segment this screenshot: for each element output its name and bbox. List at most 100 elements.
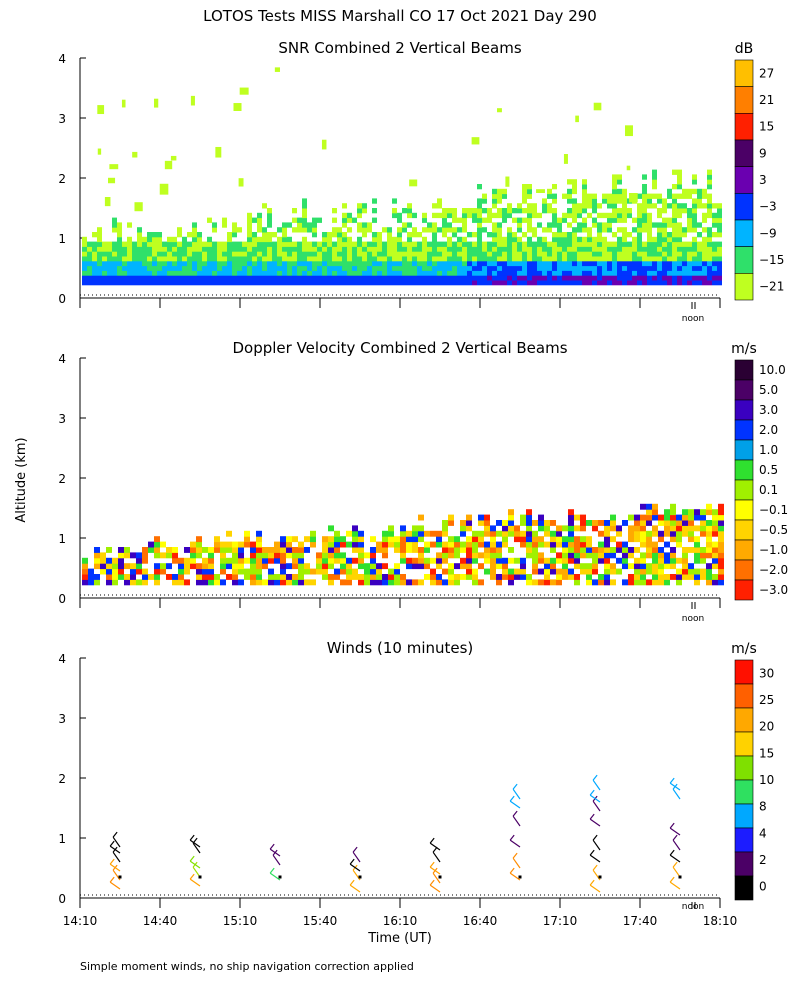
snr-cell [547, 270, 552, 276]
wind-barb [589, 818, 601, 827]
snr-cell [97, 246, 102, 252]
snr-cell [582, 222, 587, 228]
wind-barb [112, 836, 121, 848]
snr-cell [687, 251, 692, 257]
doppler-cell [646, 547, 652, 553]
snr-cell [117, 270, 122, 276]
snr-cell [217, 275, 222, 281]
snr-cell [117, 251, 122, 257]
snr-cell [267, 280, 272, 286]
snr-cell [402, 265, 407, 271]
snr-cell [462, 270, 467, 276]
snr-cell [702, 246, 707, 252]
snr-cell [132, 241, 137, 247]
doppler-cell [568, 568, 574, 575]
snr-cell [287, 241, 292, 247]
doppler-cell [352, 536, 358, 543]
snr-cell [562, 212, 567, 219]
snr-cell [677, 227, 682, 233]
snr-cell [412, 275, 417, 281]
wind-barb-calm-marker [678, 875, 682, 879]
doppler-cell [154, 541, 160, 548]
snr-speckle [629, 193, 638, 203]
doppler-cell [244, 530, 250, 537]
doppler-cell [562, 552, 568, 559]
snr-cell [442, 265, 447, 271]
snr-colorbar-label: 15 [759, 120, 774, 134]
snr-cell [117, 280, 122, 286]
doppler-cell [430, 557, 436, 564]
snr-cell [137, 256, 142, 262]
snr-cell [572, 232, 577, 238]
snr-cell [667, 251, 672, 257]
doppler-cell [568, 552, 574, 559]
doppler-cell [508, 530, 514, 537]
snr-cell [302, 198, 307, 204]
snr-cell [282, 270, 287, 276]
doppler-cell [616, 568, 622, 575]
snr-cell [617, 208, 622, 214]
doppler-cell [262, 579, 268, 586]
doppler-cell [658, 552, 664, 559]
snr-cell [317, 270, 322, 276]
snr-cell [717, 227, 722, 233]
footnote: Simple moment winds, no ship navigation … [80, 960, 414, 973]
doppler-cell [526, 574, 532, 580]
doppler-cell [130, 563, 136, 570]
doppler-cell [154, 574, 160, 580]
snr-cell [642, 222, 647, 228]
snr-cell [192, 265, 197, 271]
doppler-cell [508, 514, 514, 521]
snr-cell [342, 232, 347, 238]
doppler-cell [136, 557, 142, 564]
doppler-cell [532, 563, 538, 570]
snr-cell [662, 222, 667, 228]
snr-cell [267, 265, 272, 271]
snr-cell [407, 212, 412, 219]
snr-cell [537, 222, 542, 228]
doppler-cell [652, 541, 658, 548]
snr-cell [617, 275, 622, 281]
doppler-cell [208, 568, 214, 575]
snr-cell [357, 208, 362, 214]
wind-barb-flag [669, 777, 675, 784]
doppler-cell [190, 557, 196, 564]
doppler-cell [634, 525, 640, 532]
snr-cell [182, 246, 187, 252]
doppler-cell [718, 541, 724, 548]
snr-cell [322, 246, 327, 252]
snr-speckle [154, 98, 159, 108]
snr-speckle [164, 160, 173, 170]
doppler-cell [256, 552, 262, 559]
snr-cell [372, 251, 377, 257]
doppler-cell [568, 509, 574, 516]
snr-cell [487, 251, 492, 257]
doppler-panel-title: Doppler Velocity Combined 2 Vertical Bea… [232, 339, 567, 357]
doppler-y-tick-label: 1 [58, 532, 66, 546]
snr-cell [207, 265, 212, 271]
snr-cell [497, 241, 502, 247]
snr-cell [702, 275, 707, 281]
doppler-cell [232, 563, 238, 570]
snr-cell [177, 275, 182, 281]
snr-cell [477, 246, 482, 252]
doppler-cell [706, 525, 712, 532]
snr-cell [382, 227, 387, 233]
doppler-cell [334, 530, 340, 537]
snr-cell [427, 275, 432, 281]
snr-cell [432, 256, 437, 262]
doppler-cell [502, 541, 508, 548]
snr-cell [377, 246, 382, 252]
snr-cell [422, 270, 427, 276]
snr-cell [617, 256, 622, 262]
snr-cell [397, 236, 402, 243]
doppler-cell [556, 579, 562, 586]
doppler-cell [268, 547, 274, 553]
doppler-cell [232, 557, 238, 564]
doppler-cell [238, 557, 244, 564]
snr-cell [542, 203, 547, 209]
snr-cell [522, 232, 527, 238]
wind-barb-flag [189, 855, 195, 862]
doppler-cell [388, 536, 394, 543]
doppler-cell [604, 563, 610, 570]
